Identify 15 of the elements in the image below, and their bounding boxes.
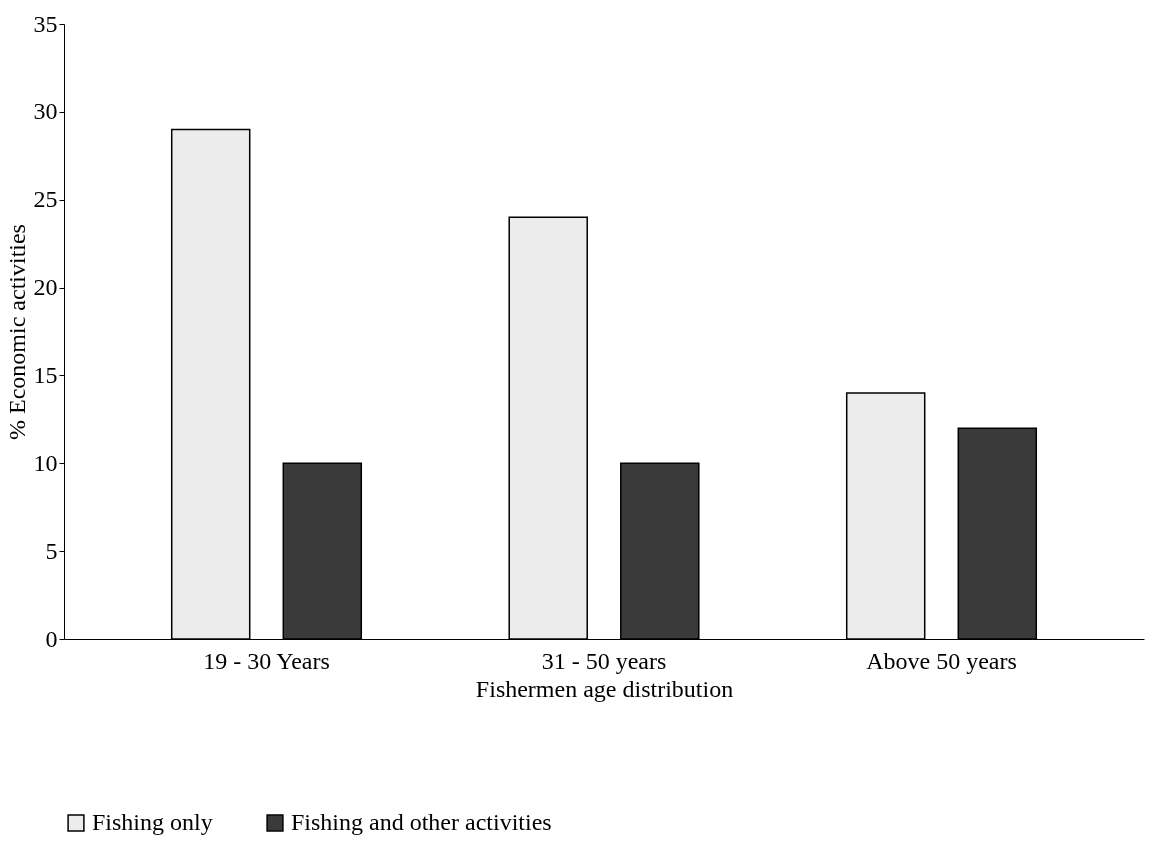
x-tick-label: 19 - 30 Years (203, 647, 330, 674)
y-tick-label: 15 (33, 361, 58, 388)
y-tick-label: 30 (33, 98, 58, 125)
legend-label: Fishing and other activities (291, 809, 552, 835)
y-tick-label: 10 (33, 449, 58, 476)
y-tick-label: 20 (33, 274, 58, 301)
x-tick-label: 31 - 50 years (541, 647, 667, 674)
x-tick-label: Above 50 years (866, 647, 1017, 674)
y-axis-title: % Economic activities (3, 224, 30, 440)
legend-label: Fishing only (92, 809, 213, 835)
y-tick-label: 25 (33, 186, 58, 213)
y-tick-label: 35 (33, 10, 58, 37)
x-axis-title: Fishermen age distribution (475, 675, 734, 702)
y-tick-label: 0 (45, 625, 58, 652)
y-tick-label: 5 (45, 537, 58, 564)
